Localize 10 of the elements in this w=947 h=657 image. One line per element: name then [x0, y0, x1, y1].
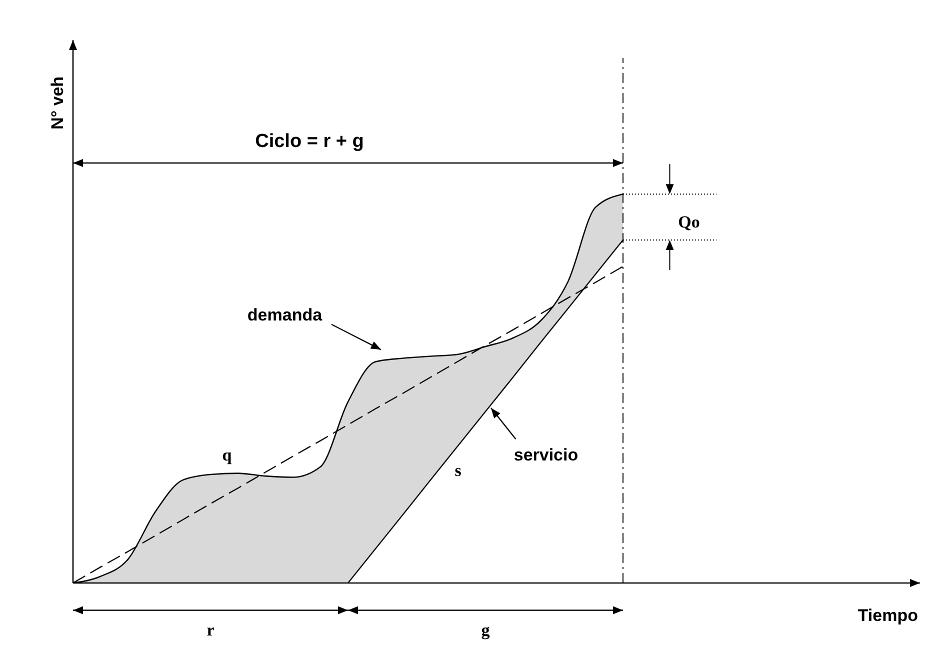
text: Ciclo = r + g: [255, 131, 364, 152]
annotation: demanda: [247, 306, 323, 325]
annotation: q: [222, 446, 232, 465]
y-axis-title: N° veh: [48, 76, 67, 130]
annotation: servicio: [514, 446, 578, 465]
annotation: Qo: [678, 212, 700, 232]
text: r: [206, 620, 215, 640]
text: g: [481, 620, 490, 640]
x-axis-title: Tiempo: [858, 606, 918, 625]
annotation: s: [454, 461, 462, 480]
